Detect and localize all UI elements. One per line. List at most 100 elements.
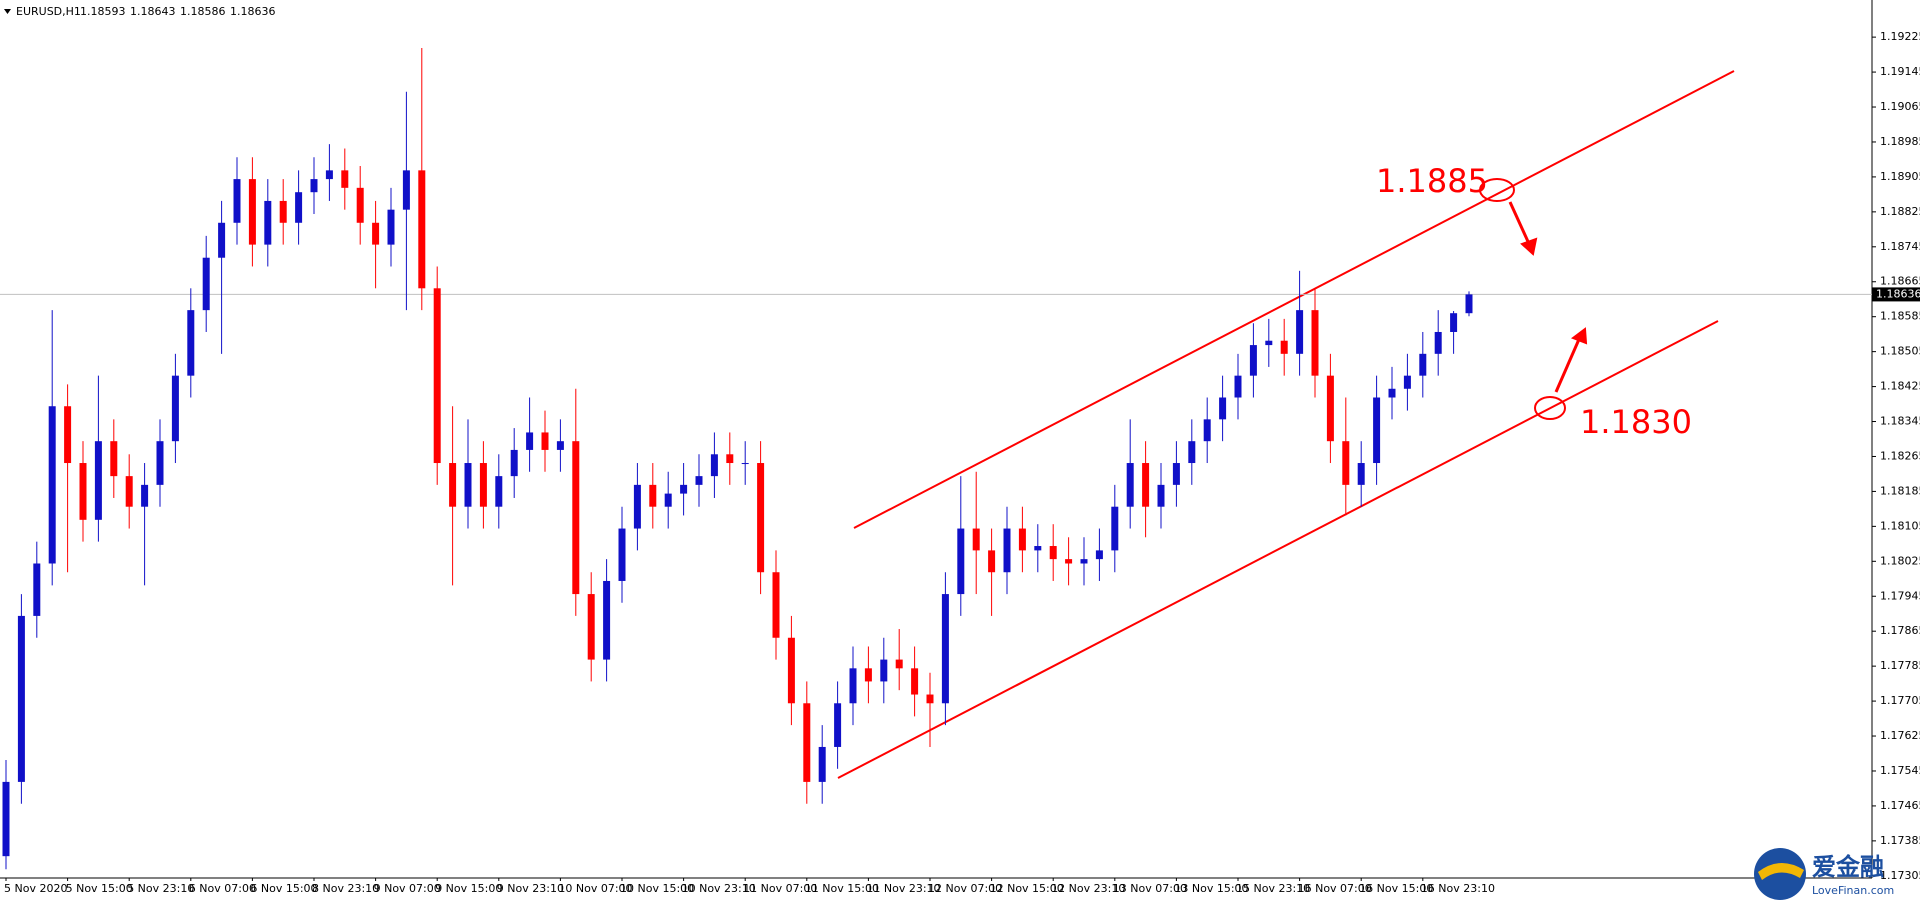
watermark-brand: 爱金融	[1812, 853, 1884, 881]
candle-body	[479, 463, 487, 507]
candle-body	[1126, 463, 1134, 507]
x-tick-label: 16 Nov 07:00	[1298, 882, 1372, 895]
candle-body	[279, 200, 287, 223]
y-tick-label: 1.18185	[1880, 484, 1920, 497]
candle-body	[295, 192, 303, 223]
x-tick-label: 16 Nov 23:10	[1421, 882, 1495, 895]
candle-body	[2, 781, 10, 857]
candle-body	[772, 572, 780, 638]
candle-body	[633, 484, 641, 529]
candle-body	[1172, 463, 1180, 485]
candle-body	[1373, 397, 1381, 464]
y-tick-label: 1.18425	[1880, 380, 1920, 393]
watermark: 爱金融 LoveFinan.com	[1754, 848, 1894, 900]
y-tick-label: 1.17785	[1880, 659, 1920, 672]
candle-body	[48, 406, 56, 564]
candle-body	[449, 463, 457, 507]
y-tick-label: 1.19145	[1880, 65, 1920, 78]
candle-body	[618, 528, 626, 581]
candle-body	[418, 170, 426, 289]
candle-body	[1065, 559, 1073, 564]
x-tick-label: 6 Nov 07:00	[189, 882, 256, 895]
x-tick-label: 5 Nov 2020	[4, 882, 67, 895]
up-arrow	[1554, 336, 1582, 393]
candle-body	[757, 463, 765, 573]
candle-body	[1403, 375, 1411, 389]
upper-channel-line	[853, 70, 1735, 529]
annotation: 1.1885	[1376, 162, 1488, 200]
candle-body	[171, 375, 179, 442]
candle-body	[1450, 313, 1458, 332]
y-tick-label: 1.19225	[1880, 30, 1920, 43]
candle-body	[1018, 528, 1026, 551]
candle-body	[125, 476, 133, 507]
candle-body	[1280, 340, 1288, 354]
y-tick-label: 1.19065	[1880, 100, 1920, 113]
lower-channel-line	[837, 320, 1719, 779]
candle-body	[895, 659, 903, 669]
dropdown-icon	[4, 9, 11, 14]
x-tick-label: 15 Nov 23:10	[1236, 882, 1310, 895]
candle-body	[680, 484, 688, 494]
candle-body	[310, 179, 318, 193]
x-tick-label: 9 Nov 07:00	[374, 882, 441, 895]
candle-body	[1265, 340, 1273, 346]
x-tick-label: 6 Nov 15:00	[250, 882, 317, 895]
candle-body	[1249, 345, 1257, 376]
candle-body	[218, 222, 226, 258]
candle-body	[849, 668, 857, 704]
candle-body	[1188, 441, 1196, 464]
candle-body	[818, 746, 826, 782]
candle-body	[1388, 388, 1396, 398]
y-tick-label: 1.17385	[1880, 834, 1920, 847]
candle-body	[834, 703, 842, 747]
candle-body	[803, 703, 811, 782]
ohlc-close: 1.18636	[230, 5, 276, 18]
x-tick-label: 10 Nov 07:00	[558, 882, 632, 895]
candle-body	[1357, 463, 1365, 485]
candle-body	[1234, 375, 1242, 398]
lower-marker	[1534, 396, 1566, 420]
candle-body	[726, 454, 734, 464]
candle-body	[202, 257, 210, 311]
candle-body	[141, 484, 149, 507]
x-tick-label: 12 Nov 23:10	[1051, 882, 1125, 895]
candle-body	[988, 550, 996, 573]
candle-body	[710, 454, 718, 477]
candle-body	[1419, 353, 1427, 376]
candle-body	[603, 580, 611, 660]
logo-swoosh	[1758, 862, 1804, 880]
candle-body	[1049, 546, 1057, 560]
y-tick-label: 1.18985	[1880, 135, 1920, 148]
candle-body	[526, 432, 534, 450]
candle-body	[1111, 506, 1119, 551]
candle-body	[341, 170, 349, 188]
x-tick-label: 9 Nov 15:00	[435, 882, 502, 895]
candle-body	[587, 594, 595, 660]
candle-body	[356, 187, 364, 223]
candle-body	[495, 476, 503, 507]
up-arrow-head	[1570, 327, 1588, 345]
y-tick-label: 1.17865	[1880, 624, 1920, 637]
y-tick-label: 1.18665	[1880, 275, 1920, 288]
candle-body	[1434, 331, 1442, 354]
candle-body	[233, 179, 241, 223]
candle-body	[156, 441, 164, 485]
candle-body	[510, 449, 518, 477]
candle-body	[911, 668, 919, 695]
candle-body	[864, 668, 872, 682]
candle-body	[325, 170, 333, 180]
x-tick-label: 11 Nov 07:00	[743, 882, 817, 895]
y-tick-label: 1.17625	[1880, 729, 1920, 742]
y-tick-label: 1.17945	[1880, 589, 1920, 602]
candle-body	[33, 563, 41, 616]
candle-body	[1080, 559, 1088, 564]
candle-body	[1095, 550, 1103, 560]
ohlc-low: 1.18586	[180, 5, 226, 18]
candle-body	[1311, 310, 1319, 376]
y-tick-label: 1.18505	[1880, 345, 1920, 358]
x-tick-label: 5 Nov 15:00	[66, 882, 133, 895]
x-tick-label: 12 Nov 15:00	[990, 882, 1064, 895]
candle-body	[741, 463, 749, 465]
candle-body	[64, 406, 72, 464]
